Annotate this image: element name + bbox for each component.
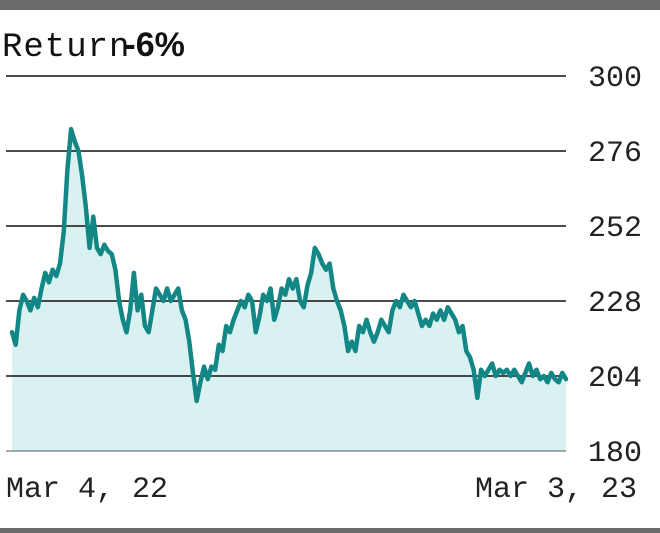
x-tick-label-end: Mar 3, 23 [475,473,637,507]
y-tick-label: 252 [588,212,642,246]
bottom-rule [0,528,660,533]
area-fill [12,129,566,451]
y-tick-label: 228 [588,287,642,321]
y-axis-labels: 180 204 228 252 276 300 [588,62,642,471]
x-tick-label-start: Mar 4, 22 [6,473,168,507]
y-tick-label: 180 [588,437,642,471]
y-tick-label: 204 [588,362,642,396]
chart-title: Return-6% [2,26,185,67]
title-label: Return [2,29,131,67]
top-rule [0,0,660,10]
return-value: -6% [124,26,185,64]
y-tick-label: 300 [588,62,642,96]
series-line [9,126,569,404]
y-tick-label: 276 [588,137,642,171]
